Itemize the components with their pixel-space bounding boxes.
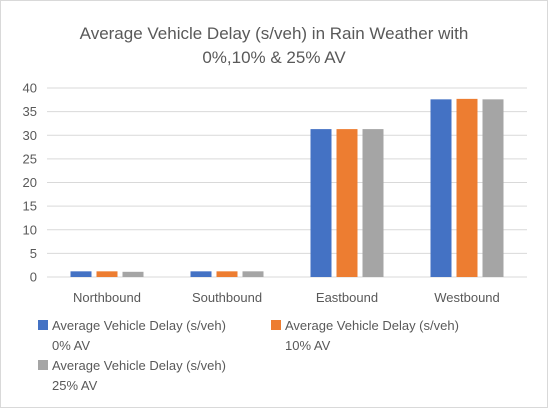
bars <box>70 98 504 278</box>
bar <box>96 271 118 277</box>
legend: Average Vehicle Delay (s/veh) 0% AV Averag… <box>38 318 459 393</box>
y-tick-label: 25 <box>23 151 37 166</box>
bar <box>190 271 212 277</box>
x-category-label: Westbound <box>434 290 500 305</box>
bar <box>242 271 264 277</box>
y-tick-label: 35 <box>23 104 37 119</box>
y-axis-ticks: 0 5 10 15 20 25 30 35 40 <box>23 81 37 285</box>
chart-title-line-1: Average Vehicle Delay (s/veh) in Rain We… <box>80 24 469 43</box>
y-tick-label: 15 <box>23 199 37 214</box>
legend-label: 0% AV <box>52 338 90 353</box>
x-category-label: Eastbound <box>316 290 378 305</box>
bar <box>216 271 238 277</box>
y-tick-label: 20 <box>23 175 37 190</box>
y-tick-label: 30 <box>23 128 37 143</box>
legend-label: 25% AV <box>52 378 98 393</box>
x-category-label: Southbound <box>192 290 262 305</box>
legend-label: Average Vehicle Delay (s/veh) <box>52 358 226 373</box>
bar <box>336 129 358 277</box>
y-tick-label: 0 <box>30 270 37 285</box>
y-tick-label: 40 <box>23 81 37 96</box>
chart-title-line-2: 0%,10% & 25% AV <box>202 48 346 67</box>
legend-swatch <box>271 320 281 330</box>
y-tick-label: 10 <box>23 222 37 237</box>
legend-swatch <box>38 320 48 330</box>
bar <box>430 99 452 277</box>
x-axis-categories: Northbound Southbound Eastbound Westbound <box>73 290 500 305</box>
bar <box>310 129 332 277</box>
bar <box>456 98 478 278</box>
gridlines <box>47 87 527 278</box>
legend-swatch <box>38 360 48 370</box>
legend-label: Average Vehicle Delay (s/veh) <box>52 318 226 333</box>
bar <box>482 99 504 277</box>
legend-label: Average Vehicle Delay (s/veh) <box>285 318 459 333</box>
bar <box>70 271 92 277</box>
y-tick-label: 5 <box>30 246 37 261</box>
legend-label: 10% AV <box>285 338 331 353</box>
x-category-label: Northbound <box>73 290 141 305</box>
bar <box>122 271 144 277</box>
bar <box>362 129 384 277</box>
